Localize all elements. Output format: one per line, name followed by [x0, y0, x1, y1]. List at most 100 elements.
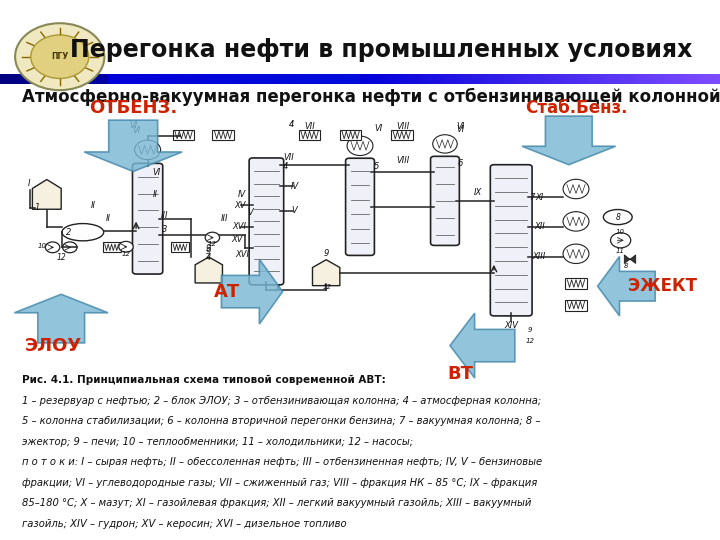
- Bar: [472, 74, 475, 84]
- Bar: [266, 74, 270, 84]
- Bar: [547, 74, 551, 84]
- FancyBboxPatch shape: [346, 158, 374, 255]
- Bar: [324, 74, 328, 84]
- Bar: [630, 74, 634, 84]
- Bar: [47, 74, 50, 84]
- Bar: [587, 74, 590, 84]
- Bar: [22, 74, 25, 84]
- Bar: [259, 74, 263, 84]
- Bar: [223, 74, 227, 84]
- Bar: [626, 74, 630, 84]
- Bar: [533, 74, 536, 84]
- Bar: [439, 74, 443, 84]
- Text: XIV: XIV: [504, 321, 518, 329]
- Bar: [320, 74, 324, 84]
- Bar: [346, 74, 349, 84]
- Bar: [148, 74, 151, 84]
- Text: VI: VI: [456, 125, 465, 134]
- Text: IX: IX: [474, 188, 482, 197]
- Bar: [331, 74, 335, 84]
- Circle shape: [31, 35, 89, 78]
- Bar: [544, 74, 547, 84]
- Bar: [554, 74, 558, 84]
- Text: 8: 8: [624, 262, 629, 269]
- Polygon shape: [522, 116, 616, 165]
- Bar: [277, 74, 281, 84]
- Bar: [299, 74, 302, 84]
- Text: ЭЛОУ: ЭЛОУ: [25, 336, 83, 355]
- Bar: [529, 74, 533, 84]
- Bar: [709, 74, 713, 84]
- Text: 11: 11: [616, 248, 625, 254]
- Circle shape: [135, 140, 161, 159]
- Bar: [572, 74, 576, 84]
- Bar: [364, 74, 367, 84]
- Bar: [108, 74, 112, 84]
- Bar: [342, 74, 346, 84]
- Bar: [500, 74, 504, 84]
- FancyBboxPatch shape: [431, 157, 459, 245]
- Bar: [616, 74, 619, 84]
- Text: 10: 10: [37, 242, 46, 249]
- Bar: [623, 74, 626, 84]
- Text: 10: 10: [616, 229, 625, 235]
- Text: II: II: [106, 214, 110, 223]
- Bar: [86, 74, 90, 84]
- Text: 7: 7: [529, 193, 535, 201]
- Text: газойль; XIV – гудрон; XV – керосин; XVI – дизельное топливо: газойль; XIV – гудрон; XV – керосин; XVI…: [22, 519, 346, 529]
- Bar: [353, 74, 356, 84]
- Circle shape: [563, 244, 589, 264]
- Bar: [583, 74, 587, 84]
- Bar: [475, 74, 479, 84]
- Bar: [194, 74, 198, 84]
- Text: VI: VI: [132, 126, 141, 136]
- Bar: [356, 74, 360, 84]
- Bar: [43, 74, 47, 84]
- Bar: [706, 74, 709, 84]
- Bar: [338, 74, 342, 84]
- Text: 85–180 °С; X – мазут; XI – газойлевая фракция; XII – легкий вакуумный газойль; X: 85–180 °С; X – мазут; XI – газойлевая фр…: [22, 498, 531, 509]
- Bar: [454, 74, 457, 84]
- Bar: [119, 74, 122, 84]
- Bar: [716, 74, 720, 84]
- Text: I: I: [27, 179, 30, 188]
- Bar: [414, 74, 418, 84]
- Bar: [284, 74, 288, 84]
- Polygon shape: [32, 179, 61, 209]
- Polygon shape: [450, 313, 515, 378]
- Bar: [666, 74, 670, 84]
- Bar: [713, 74, 716, 84]
- Bar: [637, 74, 641, 84]
- Bar: [94, 74, 97, 84]
- Text: п о т о к и: I – сырая нефть; II – обессоленная нефть; III – отбензиненная нефть: п о т о к и: I – сырая нефть; II – обесс…: [22, 457, 541, 468]
- Bar: [634, 74, 637, 84]
- Bar: [306, 74, 310, 84]
- Bar: [137, 74, 140, 84]
- Text: 4: 4: [206, 253, 212, 261]
- Bar: [677, 74, 680, 84]
- Bar: [392, 74, 396, 84]
- Text: 12: 12: [56, 253, 66, 261]
- Text: 12: 12: [208, 241, 217, 247]
- Bar: [371, 74, 374, 84]
- Bar: [256, 74, 259, 84]
- Text: XI: XI: [535, 193, 544, 201]
- Bar: [349, 74, 353, 84]
- Bar: [565, 74, 569, 84]
- Bar: [65, 74, 68, 84]
- Circle shape: [563, 212, 589, 231]
- Bar: [216, 74, 220, 84]
- Text: VII: VII: [305, 123, 315, 131]
- Bar: [0, 74, 4, 84]
- Bar: [112, 74, 115, 84]
- Bar: [641, 74, 644, 84]
- Bar: [450, 74, 454, 84]
- FancyBboxPatch shape: [490, 165, 532, 316]
- Bar: [580, 74, 583, 84]
- Text: 8: 8: [616, 213, 620, 221]
- Bar: [410, 74, 414, 84]
- Bar: [126, 74, 130, 84]
- Text: VI: VI: [374, 124, 382, 133]
- Bar: [54, 74, 58, 84]
- Bar: [360, 74, 364, 84]
